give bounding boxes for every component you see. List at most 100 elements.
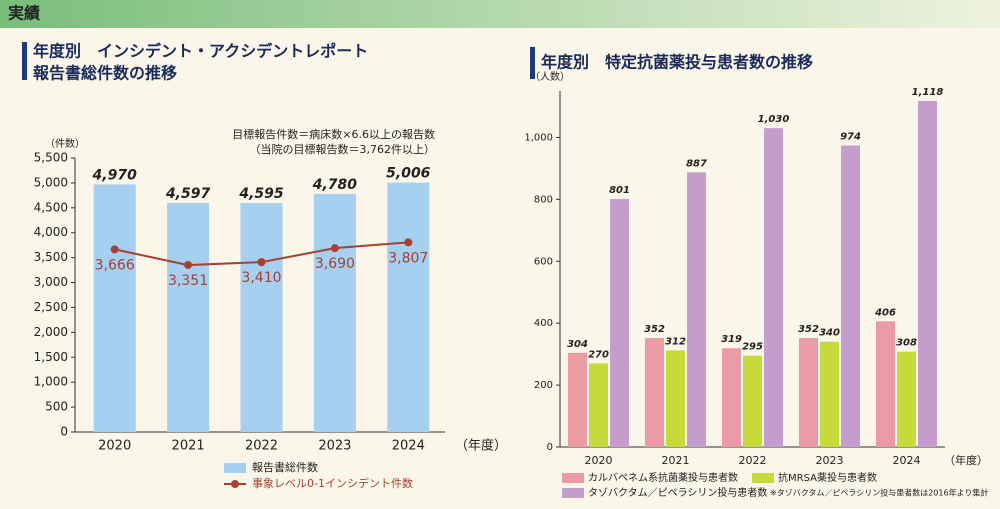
bar <box>687 172 706 447</box>
value-label: 3,690 <box>315 256 355 272</box>
y-tick-label: 5,500 <box>34 151 68 165</box>
y-axis-label: （件数） <box>45 137 85 150</box>
legend-label: タゾバクタム／ピペラシリン投与患者数 <box>588 486 767 499</box>
value-label: 5,006 <box>386 166 431 182</box>
bar <box>743 355 762 447</box>
line-point <box>404 238 413 247</box>
y-tick-label: 5,000 <box>34 175 68 189</box>
value-label: 352 <box>644 324 665 335</box>
y-tick-label: 2,500 <box>34 300 68 314</box>
legend-label: 事象レベル0-1インシデント件数 <box>252 476 413 490</box>
x-axis-label: （年度） <box>455 438 507 454</box>
y-tick-label: 0 <box>547 442 553 453</box>
legend-swatch <box>224 463 246 473</box>
value-label: 3,410 <box>241 270 281 286</box>
bar <box>610 199 629 447</box>
title-marker <box>530 47 535 79</box>
bar <box>93 184 136 432</box>
value-label: 3,351 <box>168 273 208 289</box>
y-tick-label: 2,000 <box>34 325 68 339</box>
y-tick-label: 4,500 <box>34 200 68 214</box>
bar <box>820 341 839 447</box>
bar <box>918 100 937 447</box>
legend-label: 報告書総件数 <box>252 460 318 474</box>
value-label: 304 <box>567 339 588 350</box>
x-tick-label: 2022 <box>739 454 767 467</box>
title-marker <box>22 42 27 80</box>
value-label: 308 <box>896 338 917 349</box>
x-tick-label: 2023 <box>318 439 351 454</box>
bar <box>387 182 430 432</box>
bar <box>589 363 608 447</box>
value-label: 1,030 <box>758 114 790 125</box>
value-label: 4,970 <box>92 167 138 183</box>
value-label: 352 <box>798 324 819 335</box>
line-point <box>257 258 266 267</box>
legend-swatch <box>562 488 584 498</box>
x-tick-label: 2021 <box>172 439 205 454</box>
bar <box>876 321 895 447</box>
bar <box>799 338 818 447</box>
y-axis-label: （人数） <box>530 70 570 83</box>
value-label: 887 <box>686 158 707 169</box>
value-label: 319 <box>721 334 742 345</box>
x-tick-label: 2020 <box>585 454 613 467</box>
line-point <box>330 244 339 253</box>
value-label: 4,780 <box>312 177 358 193</box>
value-label: 270 <box>588 349 609 360</box>
x-tick-label: 2021 <box>662 454 690 467</box>
bar <box>722 348 741 447</box>
value-label: 340 <box>819 328 840 339</box>
value-label: 4,595 <box>238 186 284 202</box>
bar <box>645 338 664 447</box>
chart-title: 報告書総件数の推移 <box>33 64 177 83</box>
value-label: 312 <box>665 336 686 347</box>
annotation: （当院の目標報告数＝3,762件以上） <box>250 142 436 156</box>
chart-title: 年度別 インシデント・アクシデントレポート <box>33 42 368 61</box>
bar <box>666 350 685 447</box>
header-title: 実績 <box>8 4 40 23</box>
legend-label: 抗MRSA薬投与患者数 <box>778 471 877 484</box>
y-tick-label: 400 <box>534 318 553 329</box>
y-tick-label: 200 <box>534 380 553 391</box>
y-tick-label: 1,000 <box>34 375 68 389</box>
bar <box>568 352 587 447</box>
legend-swatch <box>752 473 774 483</box>
y-tick-label: 800 <box>534 194 553 205</box>
value-label: 974 <box>840 131 861 142</box>
y-tick-label: 1,500 <box>34 350 68 364</box>
y-tick-label: 3,500 <box>34 250 68 264</box>
legend-label: カルバペネム系抗菌薬投与患者数 <box>588 471 738 484</box>
y-tick-label: 4,000 <box>34 225 68 239</box>
chart-title: 年度別 特定抗菌薬投与患者数の推移 <box>541 53 813 72</box>
x-tick-label: 2024 <box>893 454 921 467</box>
y-tick-label: 500 <box>45 400 68 414</box>
value-label: 295 <box>742 342 763 353</box>
legend-swatch <box>562 473 584 483</box>
bar <box>764 128 783 447</box>
annotation: 目標報告件数＝病床数×6.6以上の報告数 <box>232 127 435 141</box>
y-tick-label: 1,000 <box>524 132 553 143</box>
line-point <box>184 261 193 270</box>
x-tick-label: 2022 <box>245 439 278 454</box>
x-tick-label: 2024 <box>392 439 425 454</box>
header-bar <box>0 0 1000 28</box>
value-label: 1,118 <box>912 87 944 98</box>
bar <box>240 203 283 432</box>
legend-swatch <box>231 480 239 488</box>
line-point <box>110 245 119 254</box>
value-label: 4,597 <box>165 186 211 202</box>
y-tick-label: 600 <box>534 256 553 267</box>
bar <box>897 351 916 447</box>
value-label: 406 <box>874 307 896 318</box>
bar <box>313 193 356 432</box>
footnote: ※タゾバクタム／ピペラシリン投与患者数は2016年より集計 <box>770 488 988 498</box>
value-label: 3,807 <box>388 250 428 266</box>
x-axis-label: （年度） <box>944 453 988 467</box>
bar <box>167 202 210 432</box>
x-tick-label: 2020 <box>98 439 131 454</box>
value-label: 3,666 <box>95 257 135 273</box>
y-tick-label: 0 <box>60 425 68 439</box>
y-tick-label: 3,000 <box>34 275 68 289</box>
